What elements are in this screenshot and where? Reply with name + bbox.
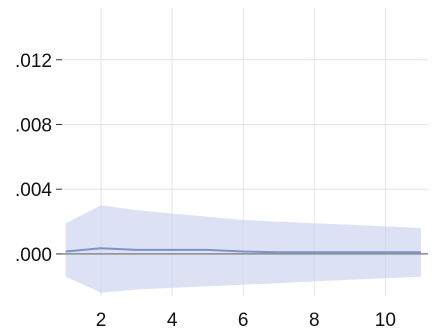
- y-tick-label: .008: [15, 115, 52, 136]
- y-tick-label: .004: [15, 180, 52, 201]
- x-axis-ticks: 2 4 6 8 10: [96, 310, 396, 331]
- x-tick-label: 4: [167, 310, 178, 331]
- x-tick-label: 6: [238, 310, 249, 331]
- confidence-band-area: [65, 205, 421, 293]
- x-tick-label: 10: [375, 310, 396, 331]
- series-line-path: [65, 247, 421, 254]
- series-line: [65, 247, 421, 254]
- y-tick-label: .012: [15, 51, 52, 72]
- y-axis-ticks: .000 .004 .008 .012: [15, 51, 62, 266]
- x-tick-label: 8: [309, 310, 320, 331]
- grid: [62, 8, 428, 296]
- confidence-band: [65, 205, 421, 293]
- y-tick-label: .000: [15, 245, 52, 266]
- x-tick-label: 2: [96, 310, 107, 331]
